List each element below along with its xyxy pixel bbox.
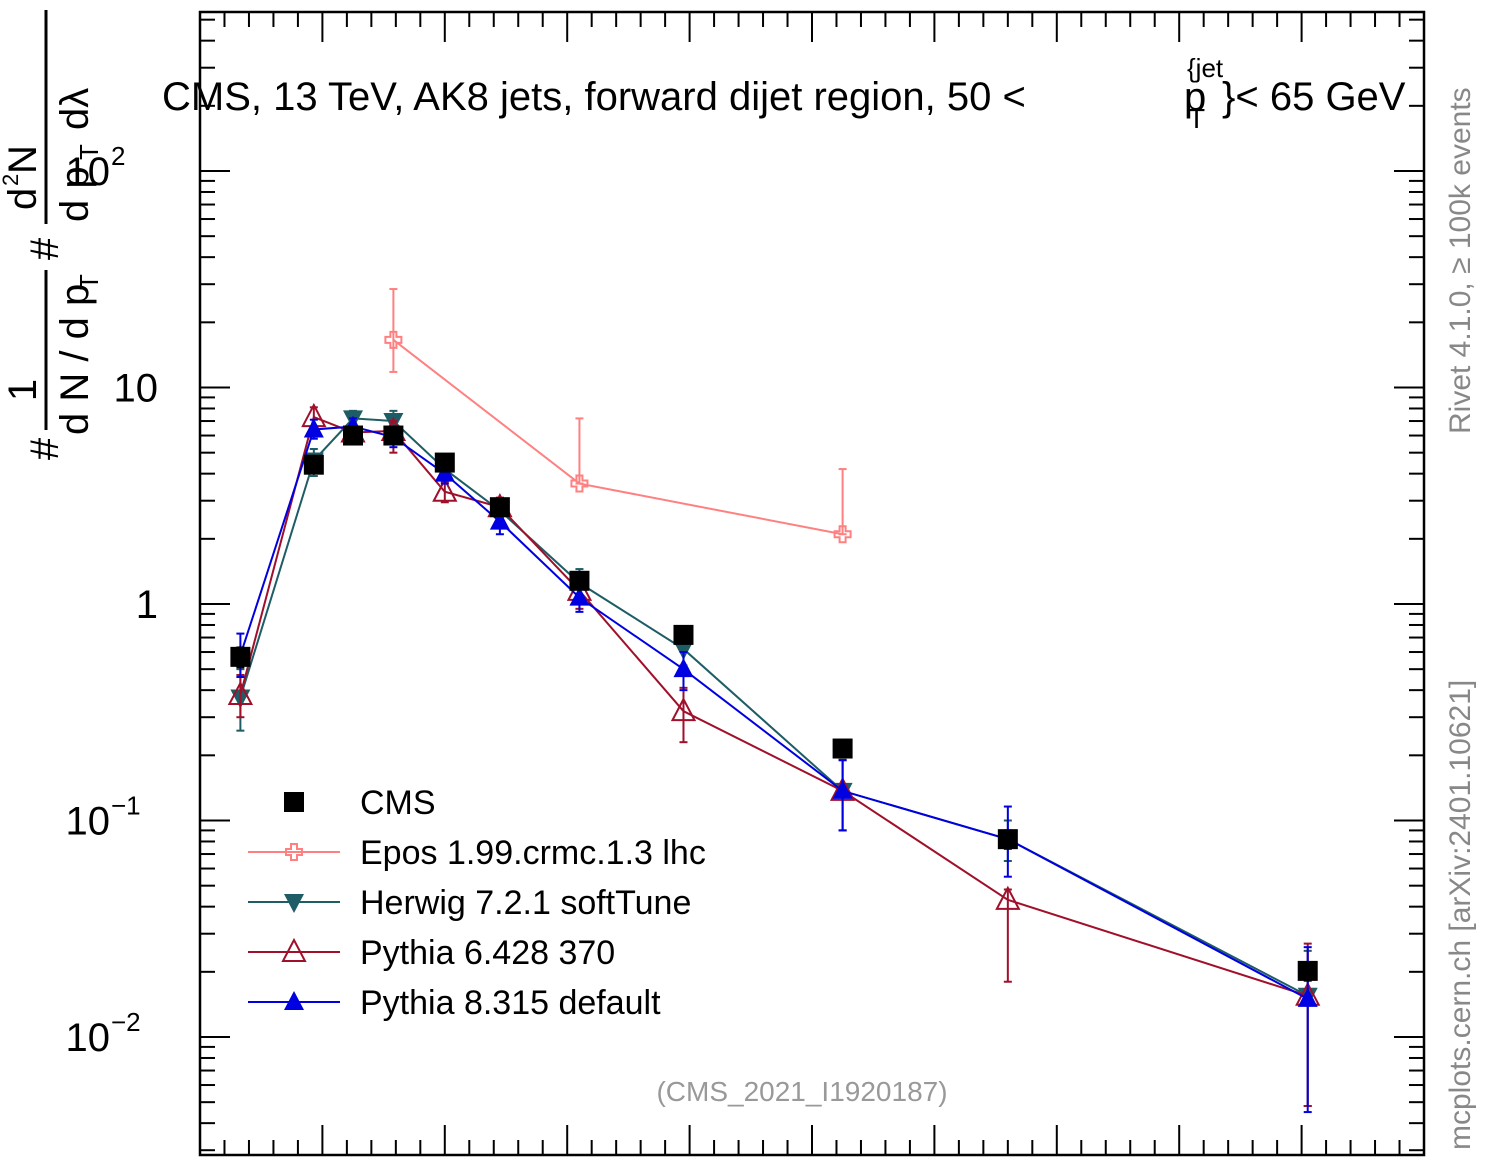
y-tick-label-exp: −1 [111,791,141,821]
y-label-hash: # [23,237,67,260]
y-tick-label-power: 10 2 [66,141,126,194]
legend-label: CMS [360,784,436,822]
rivet-label: Rivet 4.1.0, ≥ 100k events [1444,87,1477,434]
series-line [392,339,843,536]
data-point [434,452,455,473]
y-tick-label-exp: −2 [111,1007,141,1037]
y-tick-label-base: 10 [66,1016,111,1060]
title-sup: {jet [1187,53,1224,83]
data-point [995,885,1021,910]
legend-label: Pythia 8.315 default [360,984,661,1022]
title-sub: T [1188,103,1205,134]
series-cms [230,425,1318,982]
data-point [489,497,510,518]
chart-title: CMS, 13 TeV, AK8 jets, forward dijet reg… [162,53,1406,134]
y-tick-label-exp: 2 [111,141,125,171]
data-point [1297,960,1318,981]
mcplots-label: mcplots.cern.ch [arXiv:2401.10621] [1444,680,1477,1150]
series-layer [227,288,1321,1114]
analysis-watermark: (CMS_2021_I1920187) [656,1076,947,1107]
y-label-d2-num: d [1,188,45,210]
y-label-frac-den: d N / d p [53,284,97,435]
title-p: p [1184,75,1206,119]
legend-marker [285,843,303,861]
data-point [670,696,697,722]
data-point [569,586,590,606]
data-point [832,779,853,799]
legend-marker [284,894,304,913]
legend: CMS Epos 1.99.crmc.1.3 lhc Herwig 7.2.1 so… [248,784,706,1022]
y-tick-label-base: 10 [66,150,111,194]
data-point [384,330,403,349]
title-post: }< 65 GeV [1222,75,1406,119]
data-point [343,425,363,446]
y-label-d2-num-sup: 2 [0,174,23,186]
y-label-frac-den-sub: T [74,274,104,290]
y-label-prefix: # [23,437,67,460]
data-point [997,829,1018,850]
y-tick-label-base: 10 [66,800,111,844]
data-point [673,658,694,678]
data-point [570,474,589,493]
legend-entry: Pythia 8.315 default [248,984,661,1022]
y-label-d2-den-sub: T [74,144,104,160]
data-point [673,624,694,645]
data-point [227,680,254,705]
legend-entry: Herwig 7.2.1 softTune [248,884,691,922]
legend-marker [284,792,304,812]
data-point [832,738,853,759]
y-tick-label: 1 [136,583,158,627]
y-label-d2-den-rest: dλ [53,88,97,130]
legend-label: Pythia 6.428 370 [360,934,615,972]
legend-entry: Pythia 6.428 370 [248,934,615,972]
legend-entry: Epos 1.99.crmc.1.3 lhc [248,834,706,872]
data-point [833,525,852,544]
y-tick-label-power: 10 −2 [66,1007,141,1060]
data-point [383,425,404,446]
y-tick-label-power: 10 −1 [66,791,141,844]
title-pre: CMS, 13 TeV, AK8 jets, forward dijet reg… [162,75,1026,119]
legend-marker [284,991,304,1010]
y-label-d2-num-rest: N [1,145,45,174]
y-tick-label: 10 [114,367,159,411]
data-point [1297,987,1318,1007]
data-point [303,454,324,475]
y-axis-label: # 1 d N / d p T # d 2 N d p T dλ [0,10,104,460]
legend-label: Epos 1.99.crmc.1.3 lhc [360,834,706,872]
series-epos-1-99-crmc-1-3-lhc [384,288,852,544]
legend-entry: CMS [284,784,436,822]
data-point [489,510,510,530]
y-label-frac-num: 1 [1,379,45,401]
data-point [432,477,458,502]
data-point [673,640,694,660]
data-point [569,570,590,591]
data-point [230,646,251,667]
data-point [303,418,324,438]
legend-marker [281,937,307,962]
legend-label: Herwig 7.2.1 softTune [360,884,691,922]
y-label-d2-den: d p [53,166,97,222]
